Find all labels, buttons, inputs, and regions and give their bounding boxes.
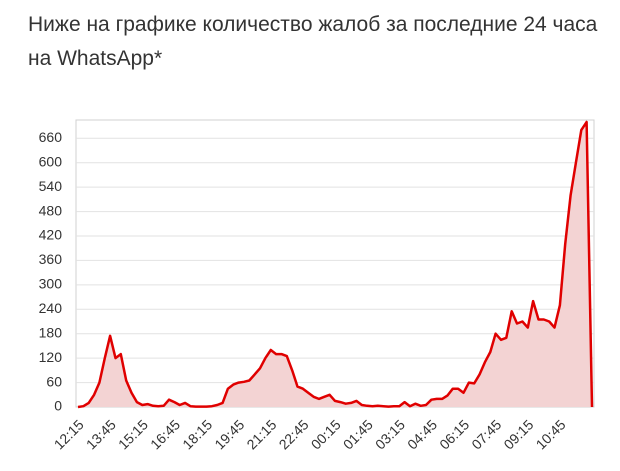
y-tick-label: 660 [39,129,63,145]
x-tick-label: 21:15 [243,416,279,452]
x-tick-label: 22:45 [276,416,312,452]
y-tick-label: 480 [39,202,63,218]
y-tick-label: 360 [39,251,63,267]
y-tick-label: 120 [39,349,63,365]
x-tick-label: 15:15 [115,416,151,452]
x-tick-label: 13:45 [83,416,119,452]
y-tick-label: 540 [39,178,63,194]
y-tick-label: 240 [39,300,63,316]
x-tick-label: 07:45 [468,416,504,452]
y-tick-label: 420 [39,227,63,243]
chart-title: Ниже на графике количество жалоб за посл… [28,13,598,70]
y-tick-label: 180 [39,324,63,340]
x-tick-label: 04:45 [404,416,440,452]
area [78,122,592,407]
x-tick-label: 09:15 [500,416,536,452]
x-tick-label: 19:45 [211,416,247,452]
y-tick-label: 60 [46,373,62,389]
y-tick-label: 0 [54,398,62,414]
y-tick-label: 300 [39,276,63,292]
x-tick-label: 06:15 [436,416,472,452]
x-tick-label: 00:15 [308,416,344,452]
line [77,120,594,409]
x-tick-label: 01:45 [340,416,376,452]
x-tick-label: 10:45 [533,416,569,452]
x-tick-label: 03:15 [372,416,408,452]
x-tick-label: 18:15 [179,416,215,452]
x-tick-label: 12:15 [51,416,87,452]
x-tick-label: 16:45 [147,416,183,452]
y-tick-label: 600 [39,153,63,169]
